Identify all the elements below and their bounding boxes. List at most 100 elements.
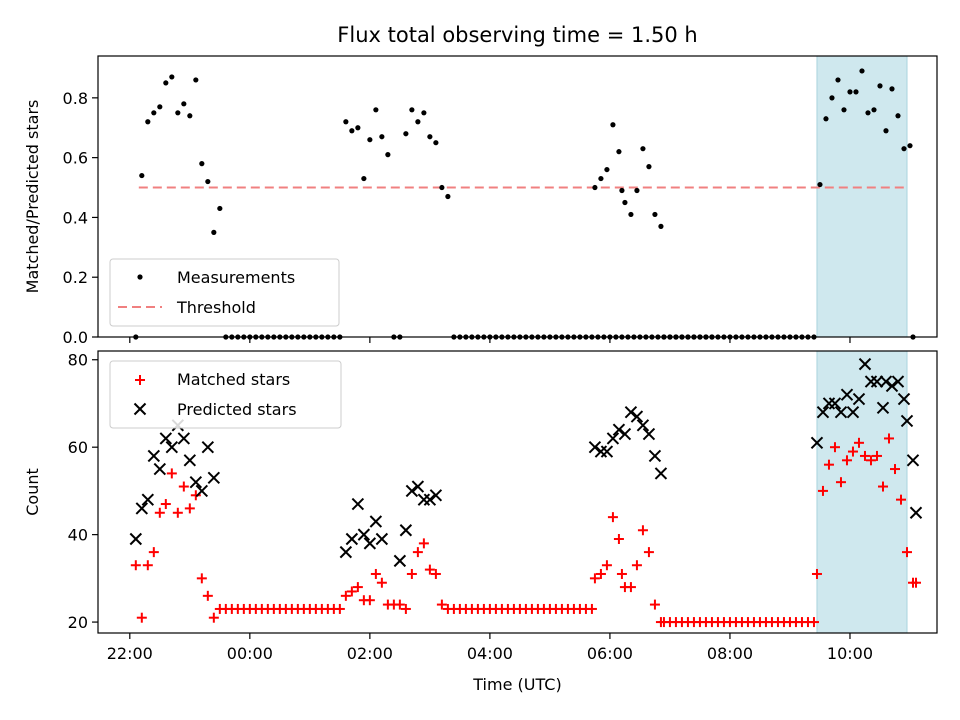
data-point	[184, 503, 195, 514]
data-point	[439, 184, 445, 191]
data-point	[846, 406, 860, 419]
data-point	[879, 375, 893, 388]
data-point	[355, 125, 361, 131]
data-point	[847, 446, 858, 457]
data-point	[829, 442, 840, 453]
data-point	[436, 599, 447, 610]
data-point	[205, 178, 211, 185]
bottom-panel: 20 40 60 80 22:00 00:00 02:00 04:00 06:00 08:00 1…	[23, 350, 938, 694]
data-point	[852, 392, 866, 406]
x-ticks	[129, 337, 851, 343]
x-tick-label: 08:00	[707, 644, 753, 663]
data-point	[811, 568, 822, 579]
data-point	[897, 392, 911, 406]
data-point	[394, 599, 405, 610]
highlight-span	[816, 55, 908, 338]
data-point	[351, 497, 365, 511]
data-point	[376, 577, 387, 588]
data-point	[142, 560, 153, 571]
data-point	[891, 375, 905, 388]
data-point	[835, 77, 841, 83]
data-point	[631, 560, 642, 571]
data-point	[637, 525, 648, 536]
data-point	[208, 612, 219, 623]
data-point	[871, 107, 877, 113]
highlight-span	[816, 350, 908, 634]
series-1	[129, 357, 923, 568]
data-point	[361, 175, 367, 182]
data-point	[147, 449, 161, 463]
data-point	[859, 68, 865, 74]
data-point	[196, 573, 207, 584]
data-point	[195, 484, 209, 498]
data-point	[889, 86, 895, 92]
data-point	[202, 590, 213, 601]
data-point	[433, 140, 439, 146]
data-point	[153, 462, 167, 476]
data-point	[870, 375, 884, 388]
legend-marker-measurements	[137, 274, 143, 280]
data-point	[135, 502, 149, 515]
data-point	[175, 110, 181, 116]
data-point	[160, 499, 171, 510]
legend: Matched stars Predicted stars	[109, 360, 342, 429]
data-point	[876, 401, 890, 415]
data-point	[427, 134, 433, 140]
data-point	[588, 440, 602, 454]
data-point	[885, 379, 899, 393]
chart-title: Flux total observing time = 1.50 h	[337, 23, 697, 47]
data-point	[858, 357, 872, 371]
data-point	[349, 128, 355, 134]
data-point	[411, 480, 425, 493]
x-tick-label: 00:00	[227, 644, 273, 663]
data-point	[619, 187, 625, 194]
data-point	[357, 528, 371, 541]
data-point	[445, 193, 451, 200]
data-point	[157, 104, 163, 110]
data-point	[193, 77, 199, 83]
y-axis-label: Count	[23, 468, 42, 516]
legend-marker-predicted	[133, 402, 147, 416]
data-point	[829, 95, 835, 101]
data-point	[636, 419, 650, 432]
data-point	[145, 119, 151, 125]
data-point	[370, 568, 381, 579]
data-point	[598, 175, 604, 182]
data-point	[165, 440, 179, 454]
data-point	[183, 454, 197, 467]
data-point	[405, 484, 419, 498]
legend-label-measurements: Measurements	[177, 268, 295, 287]
data-point	[369, 515, 383, 528]
data-point	[217, 205, 223, 212]
data-point	[643, 547, 654, 558]
data-point	[835, 477, 846, 488]
data-point	[652, 211, 658, 218]
data-point	[130, 560, 141, 571]
data-point	[625, 582, 636, 593]
data-point	[421, 110, 427, 116]
data-point	[345, 532, 359, 546]
y-tick-label: 0.2	[63, 268, 88, 287]
data-point	[847, 89, 853, 95]
x-ticks: 22:00 00:00 02:00 04:00 06:00 08:00 10:00	[107, 633, 873, 663]
data-point	[418, 538, 429, 549]
data-point	[379, 134, 385, 140]
data-point	[589, 573, 600, 584]
data-point	[600, 445, 614, 458]
data-point	[340, 590, 351, 601]
data-point	[375, 532, 389, 546]
legend-label-predicted: Predicted stars	[177, 400, 297, 419]
data-point	[178, 481, 189, 492]
data-point	[889, 464, 900, 475]
y-tick-label: 20	[68, 613, 88, 632]
data-point	[658, 223, 664, 229]
x-tick-label: 10:00	[827, 644, 873, 663]
data-point	[817, 181, 823, 188]
data-point	[612, 423, 626, 436]
data-point	[141, 493, 155, 506]
data-point	[400, 603, 411, 614]
legend-cross	[133, 402, 147, 416]
data-point	[877, 83, 883, 89]
data-point	[648, 449, 662, 463]
